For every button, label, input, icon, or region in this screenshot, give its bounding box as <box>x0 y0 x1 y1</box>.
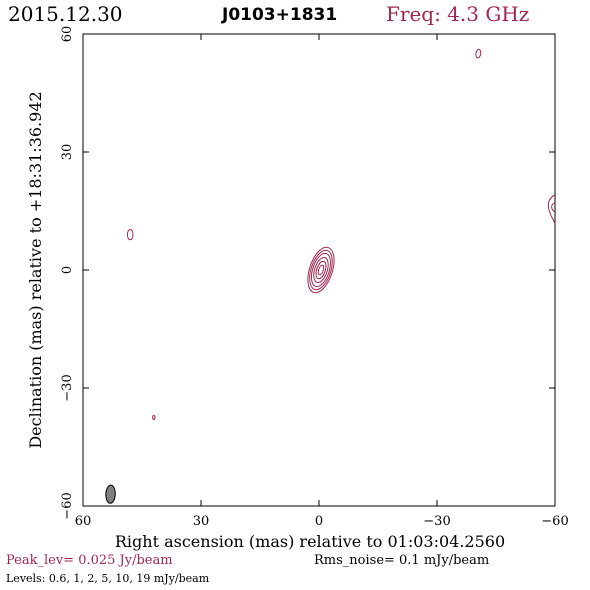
y-tick-label: 0 <box>60 266 75 274</box>
y-tick-label: −30 <box>60 374 75 401</box>
beam-ellipse <box>105 484 116 504</box>
core-contour <box>310 252 331 288</box>
contour-layer <box>105 48 556 504</box>
noise-contour <box>126 228 134 241</box>
y-tick-label: 60 <box>60 26 75 43</box>
core-contour <box>307 246 335 294</box>
source-name: J0103+1831 <box>222 5 338 25</box>
y-tick-label: −60 <box>60 492 75 519</box>
core-contour <box>309 249 333 291</box>
x-tick-label: 30 <box>193 514 210 529</box>
edge-contour-inner <box>551 202 556 213</box>
tick-labels: 60 30 0 −30 −60 −60 −30 0 30 60 <box>60 26 569 529</box>
frequency-label: Freq: 4.3 GHz <box>386 2 530 26</box>
core-contour <box>317 264 325 276</box>
rms-noise: Rms_noise= 0.1 mJy/beam <box>314 553 490 568</box>
noise-contour <box>152 415 156 420</box>
epoch-date: 2015.12.30 <box>8 2 123 26</box>
noise-contour <box>475 48 482 59</box>
x-tick-label: −30 <box>423 514 450 529</box>
x-axis-label: Right ascension (mas) relative to 01:03:… <box>115 532 505 551</box>
edge-contour <box>547 194 556 224</box>
x-tick-label: −60 <box>541 514 568 529</box>
x-tick-label: 0 <box>315 514 323 529</box>
core-contour <box>315 260 327 280</box>
y-axis-label: Declination (mas) relative to +18:31:36.… <box>26 91 45 448</box>
axis-ticks <box>82 33 556 507</box>
x-tick-label: 60 <box>75 514 92 529</box>
y-tick-label: 30 <box>60 144 75 161</box>
peak-level: Peak_lev= 0.025 Jy/beam <box>6 553 173 568</box>
contour-levels: Levels: 0.6, 1, 2, 5, 10, 19 mJy/beam <box>6 572 210 585</box>
core-contour <box>313 257 329 283</box>
